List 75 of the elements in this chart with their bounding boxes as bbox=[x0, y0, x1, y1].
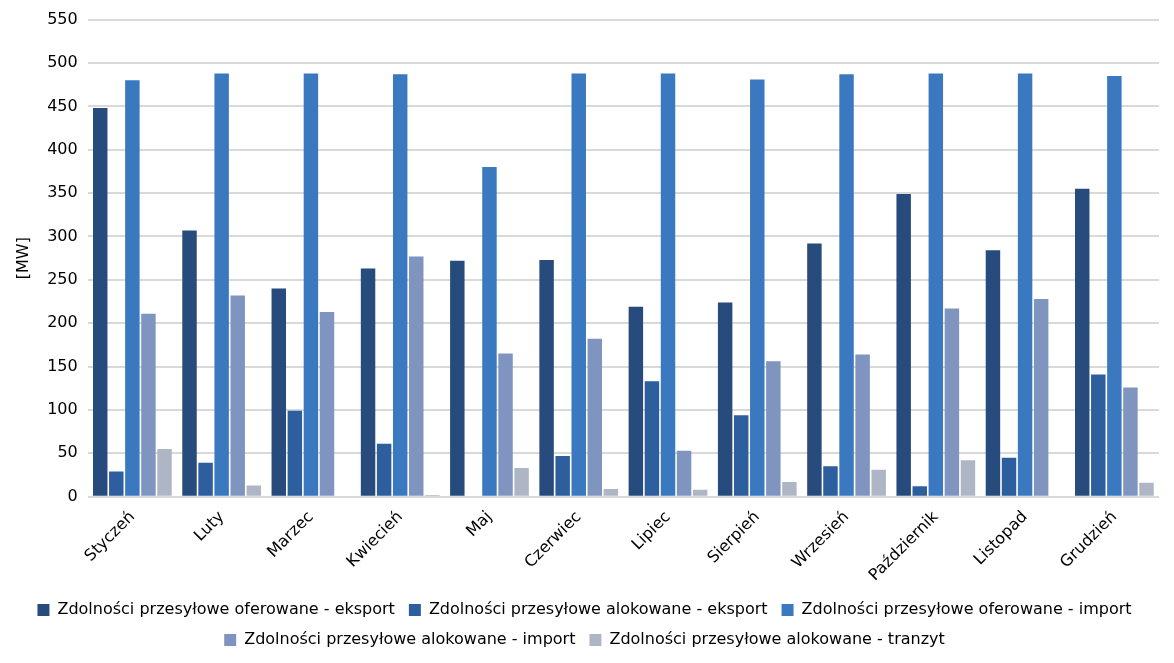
bar bbox=[750, 79, 765, 496]
y-tick-label: 500 bbox=[47, 52, 78, 72]
bar bbox=[1139, 482, 1154, 496]
bar bbox=[571, 73, 586, 496]
bar bbox=[287, 410, 303, 496]
y-tick-label: 550 bbox=[47, 8, 78, 28]
bar bbox=[603, 488, 619, 496]
bar bbox=[807, 243, 822, 496]
legend-label: Zdolności przesyłowe alokowane - tranzyt bbox=[609, 629, 945, 649]
bar bbox=[482, 167, 497, 496]
bar bbox=[246, 485, 262, 496]
y-tick-label: 100 bbox=[47, 399, 78, 419]
bar bbox=[782, 481, 797, 496]
bar bbox=[660, 73, 676, 496]
y-tick-label: 200 bbox=[47, 312, 78, 332]
bar bbox=[766, 361, 781, 496]
bar bbox=[93, 108, 108, 496]
bar bbox=[944, 308, 960, 496]
bar bbox=[360, 268, 376, 496]
bar bbox=[896, 193, 911, 496]
bar bbox=[1033, 298, 1049, 496]
bar bbox=[303, 73, 319, 496]
y-tick-label: 250 bbox=[47, 268, 78, 288]
bar bbox=[1074, 188, 1090, 496]
bar bbox=[319, 311, 335, 496]
bar bbox=[214, 73, 229, 496]
bar bbox=[912, 486, 927, 496]
legend-label: Zdolności przesyłowe oferowane - eksport bbox=[57, 599, 395, 619]
bar bbox=[182, 230, 197, 496]
bar bbox=[871, 469, 886, 496]
bar bbox=[928, 73, 944, 496]
bar bbox=[717, 302, 733, 496]
bar bbox=[1001, 457, 1017, 496]
y-tick-label: 350 bbox=[47, 182, 78, 202]
bar bbox=[587, 338, 603, 496]
bar bbox=[514, 468, 529, 496]
legend-label: Zdolności przesyłowe oferowane - import bbox=[801, 599, 1132, 619]
x-tick-label: Maj bbox=[461, 506, 496, 541]
legend-label: Zdolności przesyłowe alokowane - import bbox=[244, 629, 576, 649]
bar bbox=[839, 74, 854, 496]
bar bbox=[692, 489, 708, 496]
bar bbox=[855, 354, 870, 496]
bar bbox=[1107, 75, 1122, 496]
bar bbox=[230, 295, 245, 496]
y-axis-title: [MW] bbox=[12, 237, 32, 280]
y-tick-label: 300 bbox=[47, 225, 78, 245]
bar bbox=[392, 74, 408, 496]
bar bbox=[157, 448, 172, 496]
bar bbox=[1091, 374, 1106, 496]
bar bbox=[985, 250, 1001, 496]
bar bbox=[676, 450, 692, 496]
bar bbox=[498, 353, 513, 496]
bar bbox=[450, 260, 465, 496]
bar bbox=[141, 313, 156, 496]
bar bbox=[1123, 387, 1138, 496]
bar bbox=[271, 288, 287, 496]
bar bbox=[376, 443, 392, 496]
bar bbox=[198, 462, 213, 496]
bar bbox=[628, 306, 644, 496]
bar bbox=[960, 460, 976, 496]
y-tick-label: 150 bbox=[47, 355, 78, 375]
bar bbox=[733, 415, 749, 496]
bar bbox=[1017, 73, 1033, 496]
bar bbox=[555, 455, 570, 496]
y-tick-label: 450 bbox=[47, 95, 78, 115]
y-tick-label: 0 bbox=[67, 485, 78, 505]
bar bbox=[539, 259, 554, 496]
bar bbox=[823, 466, 838, 496]
y-tick-label: 400 bbox=[47, 138, 78, 158]
y-tick-label: 50 bbox=[57, 442, 78, 462]
bar bbox=[109, 471, 124, 496]
bar bbox=[125, 80, 140, 496]
bar bbox=[644, 381, 660, 496]
legend-label: Zdolności przesyłowe alokowane - eksport bbox=[428, 599, 768, 619]
bar bbox=[409, 256, 424, 496]
